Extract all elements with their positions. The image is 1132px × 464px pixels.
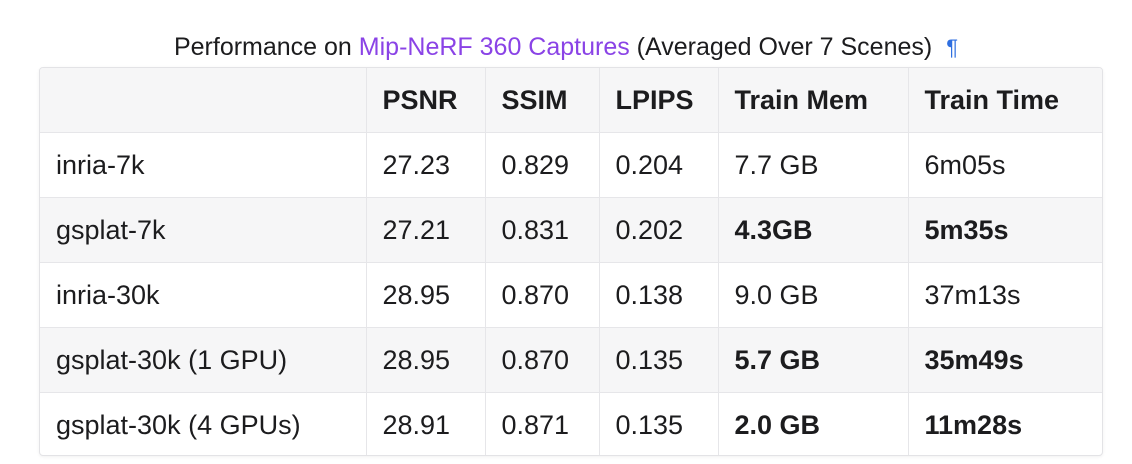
- cell-psnr: 27.21: [366, 197, 486, 263]
- header-lpips: LPIPS: [599, 68, 719, 133]
- header-train-time: Train Time: [908, 68, 1102, 133]
- performance-table-container: PSNR SSIM LPIPS Train Mem Train Time inr…: [39, 67, 1103, 456]
- table-caption: Performance on Mip-NeRF 360 Captures (Av…: [0, 30, 1132, 65]
- cell-train-time: 5m35s: [908, 197, 1102, 263]
- cell-method: gsplat-30k (1 GPU): [40, 327, 367, 393]
- table-row: inria-7k 27.23 0.829 0.204 7.7 GB 6m05s: [40, 132, 1102, 198]
- caption-suffix: (Averaged Over 7 Scenes): [629, 33, 933, 61]
- cell-method: gsplat-30k (4 GPUs): [40, 392, 367, 455]
- table-row: gsplat-30k (1 GPU) 28.95 0.870 0.135 5.7…: [40, 327, 1102, 393]
- cell-train-mem: 9.0 GB: [718, 262, 909, 328]
- cell-ssim: 0.870: [485, 262, 600, 328]
- cell-lpips: 0.204: [599, 132, 719, 198]
- table-row: gsplat-30k (4 GPUs) 28.91 0.871 0.135 2.…: [40, 392, 1102, 455]
- cell-ssim: 0.871: [485, 392, 600, 455]
- cell-train-mem: 2.0 GB: [718, 392, 909, 455]
- table-header-row: PSNR SSIM LPIPS Train Mem Train Time: [40, 68, 1102, 133]
- header-method: [40, 68, 367, 133]
- cell-method: inria-30k: [40, 262, 367, 328]
- cell-lpips: 0.202: [599, 197, 719, 263]
- cell-train-mem: 5.7 GB: [718, 327, 909, 393]
- table-row: inria-30k 28.95 0.870 0.138 9.0 GB 37m13…: [40, 262, 1102, 328]
- table-row: gsplat-7k 27.21 0.831 0.202 4.3GB 5m35s: [40, 197, 1102, 263]
- cell-psnr: 28.95: [366, 262, 486, 328]
- header-train-mem: Train Mem: [718, 68, 909, 133]
- cell-train-time: 35m49s: [908, 327, 1102, 393]
- cell-train-time: 11m28s: [924, 409, 1023, 440]
- cell-ssim: 0.829: [485, 132, 600, 198]
- cell-psnr: 27.23: [366, 132, 486, 198]
- cell-method: gsplat-7k: [40, 197, 367, 263]
- cell-train-mem: 7.7 GB: [718, 132, 909, 198]
- cell-train-mem: 4.3GB: [718, 197, 909, 263]
- anchor-link-icon[interactable]: ¶: [946, 35, 959, 60]
- cell-train-time: 6m05s: [908, 132, 1102, 198]
- cell-lpips: 0.138: [599, 262, 719, 328]
- cell-train-time: 37m13s: [908, 262, 1102, 328]
- cell-psnr: 28.91: [366, 392, 486, 455]
- performance-table: PSNR SSIM LPIPS Train Mem Train Time inr…: [40, 68, 1102, 455]
- mip-nerf-360-link[interactable]: Mip-NeRF 360 Captures: [358, 33, 630, 61]
- cell-lpips: 0.135: [599, 392, 719, 455]
- cell-method: inria-7k: [40, 132, 367, 198]
- header-ssim: SSIM: [485, 68, 600, 133]
- header-psnr: PSNR: [366, 68, 486, 133]
- caption-prefix: Performance on: [173, 33, 359, 61]
- cell-ssim: 0.831: [485, 197, 600, 263]
- cell-lpips: 0.135: [599, 327, 719, 393]
- cell-psnr: 28.95: [366, 327, 486, 393]
- cell-ssim: 0.870: [485, 327, 600, 393]
